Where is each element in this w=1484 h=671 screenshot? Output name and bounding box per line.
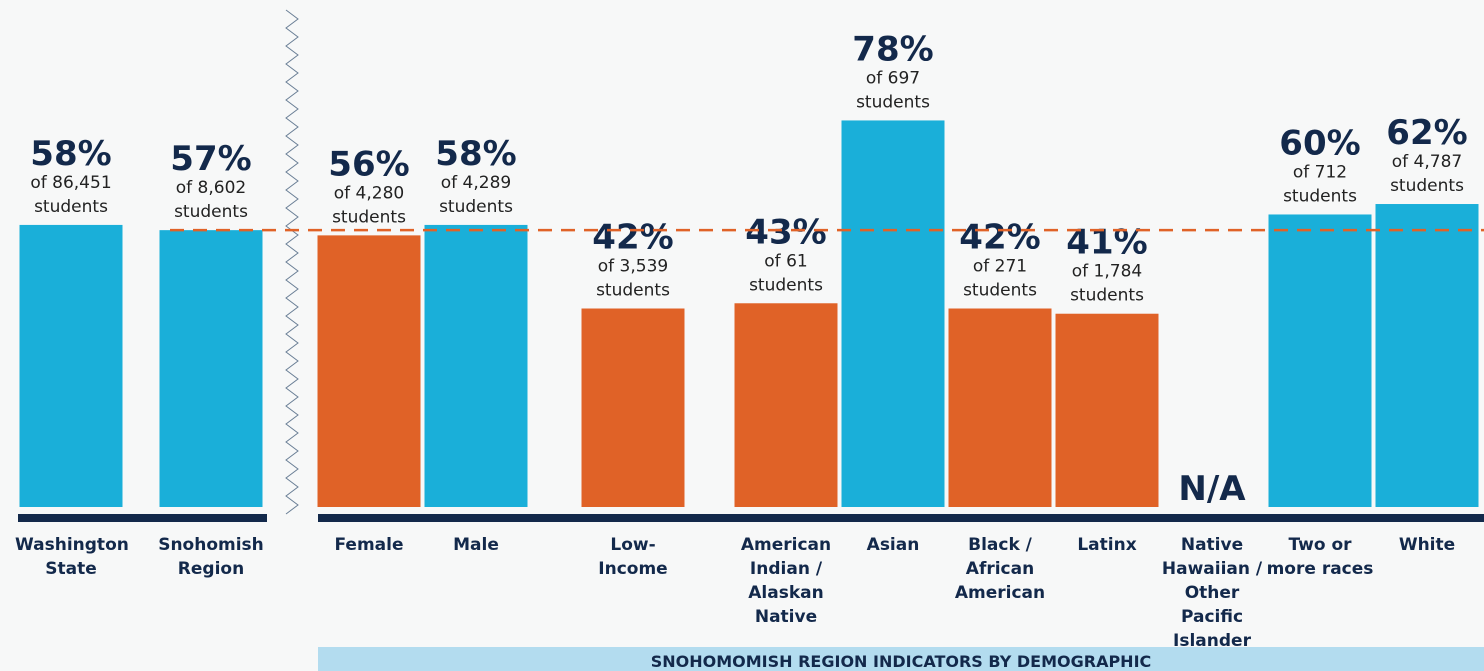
x-tick-label: Snohomish Region (158, 535, 264, 579)
sub-label: of 4,289 (441, 173, 511, 193)
bar (159, 230, 263, 508)
x-tick-label: Asian (866, 535, 920, 555)
sub-label: of 271 (973, 257, 1027, 277)
sub-label: of 4,280 (334, 183, 404, 203)
value-label: N/A (1178, 469, 1246, 509)
sub-label: students (749, 275, 823, 295)
group-banner: SNOHOMOMISH REGION INDICATORS BY DEMOGRA… (318, 647, 1484, 671)
sub-label: students (1283, 186, 1357, 206)
x-tick-label: Native Hawaiian / Other Pacific Islander (1161, 535, 1263, 651)
sub-label: of 61 (764, 251, 807, 271)
bar (1375, 204, 1479, 508)
value-label: 41% (1066, 223, 1147, 263)
divider (285, 9, 299, 515)
sub-label: students (856, 92, 930, 112)
sub-label: students (332, 207, 406, 227)
bar (19, 224, 123, 507)
sub-label: students (439, 197, 513, 217)
x-tick-label: Low-Income (598, 535, 668, 579)
bar (424, 224, 528, 507)
value-label: 42% (959, 218, 1040, 258)
bar (317, 235, 421, 508)
x-tick-label: Two or more races (1266, 535, 1374, 579)
bar (734, 303, 838, 507)
x-tick-label: Latinx (1077, 535, 1137, 555)
sub-label: students (1390, 176, 1464, 196)
sub-label: of 8,602 (176, 178, 246, 198)
sub-label: of 4,787 (1392, 152, 1462, 172)
sub-label: students (1070, 286, 1144, 306)
x-tick-label: Female (334, 535, 404, 555)
sub-label: of 1,784 (1072, 262, 1142, 282)
x-tick-label: Black / African American (954, 535, 1046, 603)
bar (948, 308, 1052, 507)
bar (1268, 214, 1372, 507)
value-label: 78% (852, 29, 933, 69)
sub-label: of 86,451 (30, 173, 111, 193)
value-label: 60% (1279, 123, 1360, 163)
baseline (318, 514, 1484, 522)
x-tick-label: American Indian / Alaskan Native (740, 535, 832, 627)
sub-label: students (596, 281, 670, 301)
value-label: 58% (435, 134, 516, 174)
value-label: 62% (1386, 113, 1467, 153)
sub-label: of 3,539 (598, 257, 668, 277)
x-tick-label: White (1398, 535, 1456, 555)
x-tick-label: Male (453, 535, 499, 555)
value-label: 56% (328, 144, 409, 184)
value-label: 57% (170, 139, 251, 179)
bar (841, 120, 945, 508)
x-tick-label: Washington State (15, 535, 129, 579)
sub-label: students (34, 197, 108, 217)
value-label: 43% (745, 212, 826, 252)
value-label: 58% (30, 134, 111, 174)
sub-label: of 712 (1293, 162, 1347, 182)
bar (1055, 313, 1159, 507)
sub-label: students (174, 202, 248, 222)
baseline (18, 514, 267, 522)
sub-label: students (963, 281, 1037, 301)
sub-label: of 697 (866, 68, 920, 88)
bar (581, 308, 685, 507)
value-label: 42% (592, 218, 673, 258)
